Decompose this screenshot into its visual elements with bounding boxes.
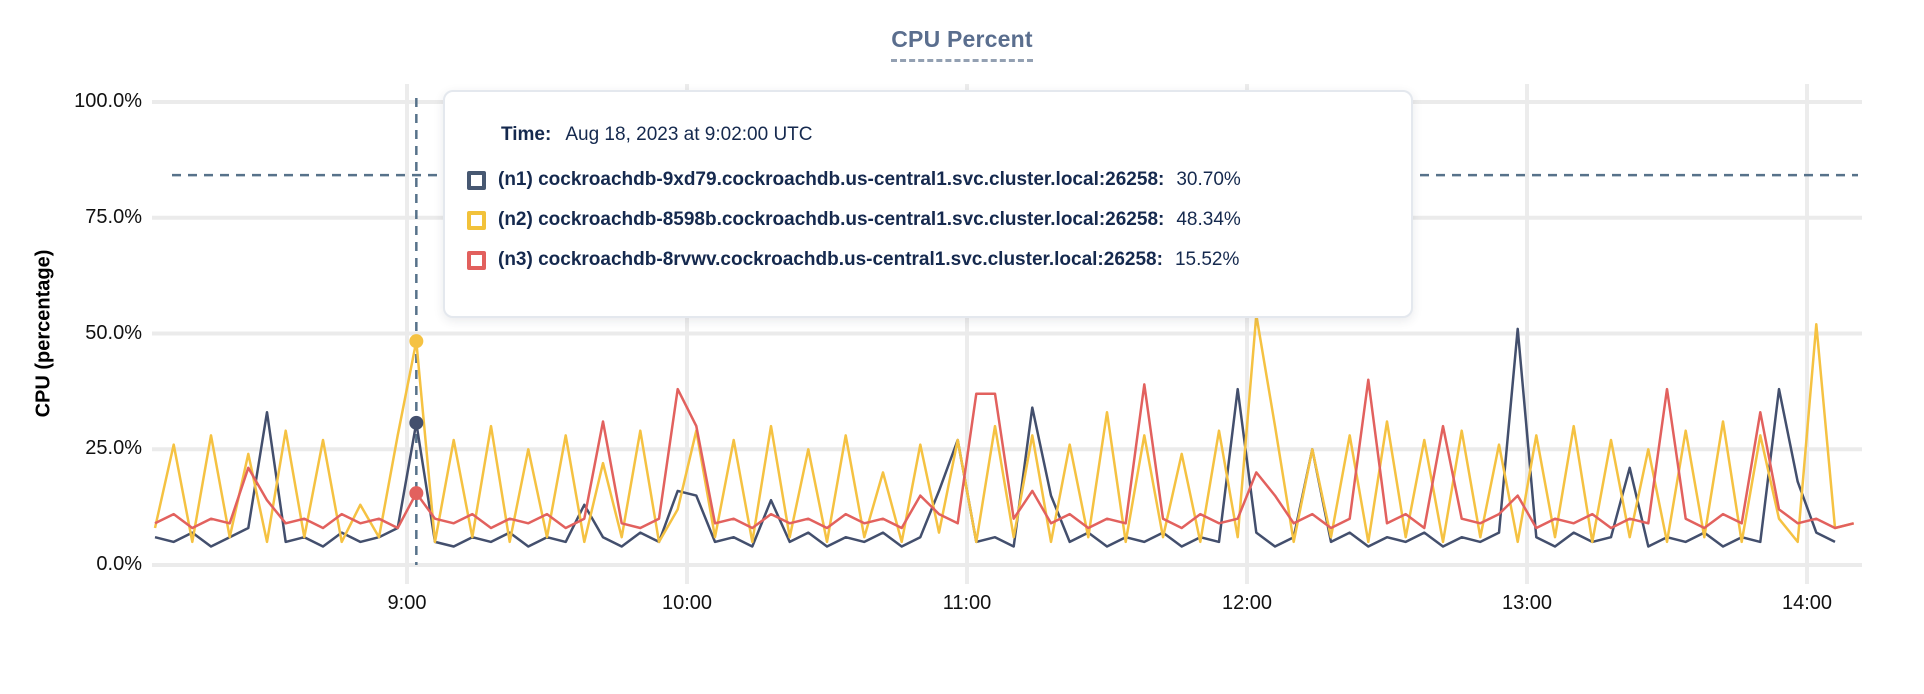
y-axis-tick-label: 25.0% <box>85 437 142 460</box>
tooltip-series-n2-label: (n2) cockroachdb-8598b.cockroachdb.us-ce… <box>498 209 1165 230</box>
y-axis-tick-label: 50.0% <box>85 321 142 344</box>
tooltip-series-n3-value: 15.52% <box>1174 249 1240 270</box>
tooltip-series-n3-label: (n3) cockroachdb-8rvwv.cockroachdb.us-ce… <box>498 249 1163 270</box>
tooltip-series-n2-value: 48.34% <box>1176 209 1241 230</box>
tooltip-series-n1-value: 30.70% <box>1176 169 1241 190</box>
x-axis-tick-label: 13:00 <box>1501 592 1553 614</box>
hover-dot-n3 <box>409 486 424 501</box>
tooltip-series-row-n1: (n1) cockroachdb-9xd79.cockroachdb.us-ce… <box>467 160 1411 200</box>
series-n1-swatch-icon <box>467 170 486 190</box>
hover-dot-n2 <box>409 334 424 349</box>
series-line-n3 <box>154 378 1855 530</box>
tooltip-time-label: Time: <box>501 124 552 145</box>
tooltip-time-value: Aug 18, 2023 at 9:02:00 UTC <box>565 124 813 145</box>
x-axis-tick-label: 10:00 <box>661 592 713 614</box>
hover-dot-n1 <box>409 415 424 430</box>
x-axis-tick-label: 12:00 <box>1221 592 1273 614</box>
y-axis-tick-label: 75.0% <box>85 205 142 228</box>
y-axis-title: CPU (percentage) <box>32 249 55 418</box>
chart-title-wrap: CPU Percent <box>0 26 1924 62</box>
tooltip-series-row-n2: (n2) cockroachdb-8598b.cockroachdb.us-ce… <box>467 200 1411 240</box>
series-n2-swatch-icon <box>467 210 486 230</box>
x-axis-tick-label: 14:00 <box>1781 592 1833 614</box>
chart-title: CPU Percent <box>891 26 1033 62</box>
x-axis-tick-label: 9:00 <box>387 592 427 614</box>
series-n3-swatch-icon <box>467 250 486 270</box>
y-axis-tick-label: 0.0% <box>96 553 142 575</box>
tooltip-series-row-n3: (n3) cockroachdb-8rvwv.cockroachdb.us-ce… <box>467 240 1411 280</box>
series-line-n2 <box>153 313 1855 544</box>
y-axis-tick-label: 100.0% <box>74 90 142 112</box>
tooltip-time-row: Time: Aug 18, 2023 at 9:02:00 UTC <box>501 124 1411 146</box>
tooltip-series-n1-label: (n1) cockroachdb-9xd79.cockroachdb.us-ce… <box>498 169 1165 190</box>
chart-tooltip: Time: Aug 18, 2023 at 9:02:00 UTC (n1) co… <box>443 90 1413 318</box>
x-axis-tick-label: 11:00 <box>942 592 992 614</box>
